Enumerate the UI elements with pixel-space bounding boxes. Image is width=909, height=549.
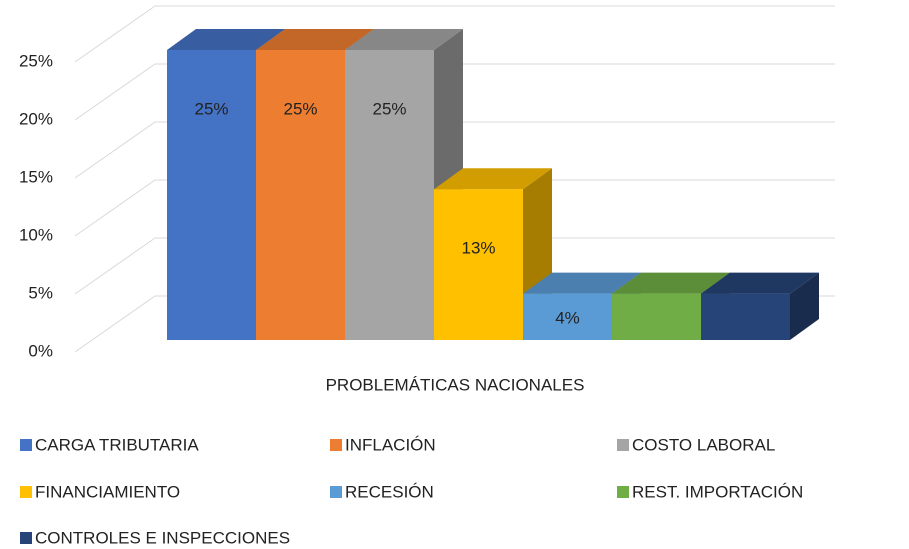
legend-label: INFLACIÓN [345,435,436,454]
grid-line [74,5,835,63]
y-tick-label: 0% [28,341,53,360]
bar [256,50,345,340]
legend-label: COSTO LABORAL [632,435,775,454]
legend-label: CONTROLES E INSPECCIONES [35,528,290,547]
bar-top [434,168,552,190]
bar-top [612,272,730,294]
bar [167,50,256,340]
y-tick-label: 5% [28,283,53,302]
bar [701,293,790,340]
y-tick-label: 15% [19,167,53,186]
legend-label: REST. IMPORTACIÓN [632,482,803,501]
legend-label: FINANCIAMIENTO [35,482,180,501]
legend-label: CARGA TRIBUTARIA [35,435,199,454]
y-tick-label: 10% [19,225,53,244]
bar [345,50,434,340]
legend-swatch [20,486,32,498]
grid-line [74,237,835,295]
bar-top [523,272,641,294]
data-label: 4% [555,308,580,327]
legend-swatch [617,439,629,451]
category-label: PROBLEMÁTICAS NACIONALES [326,375,585,394]
data-label: 25% [283,99,317,118]
bar [523,293,612,340]
bar [612,293,701,340]
grid-line [74,121,835,179]
legend-swatch [20,439,32,451]
bar-top [167,29,285,50]
grid-line [74,63,835,121]
legend-label: RECESIÓN [345,482,434,501]
y-tick-label: 25% [19,51,53,70]
legend-swatch [617,486,629,498]
legend-swatch [330,486,342,498]
data-label: 25% [194,99,228,118]
bar-top [256,29,374,50]
bar-top [701,272,819,294]
data-label: 25% [372,99,406,118]
grid-line [74,179,835,237]
bar-top [345,29,463,50]
y-tick-label: 20% [19,109,53,128]
legend-swatch [20,532,32,544]
legend-swatch [330,439,342,451]
data-label: 13% [461,239,495,258]
bar [434,189,523,340]
bar-side [790,272,819,340]
